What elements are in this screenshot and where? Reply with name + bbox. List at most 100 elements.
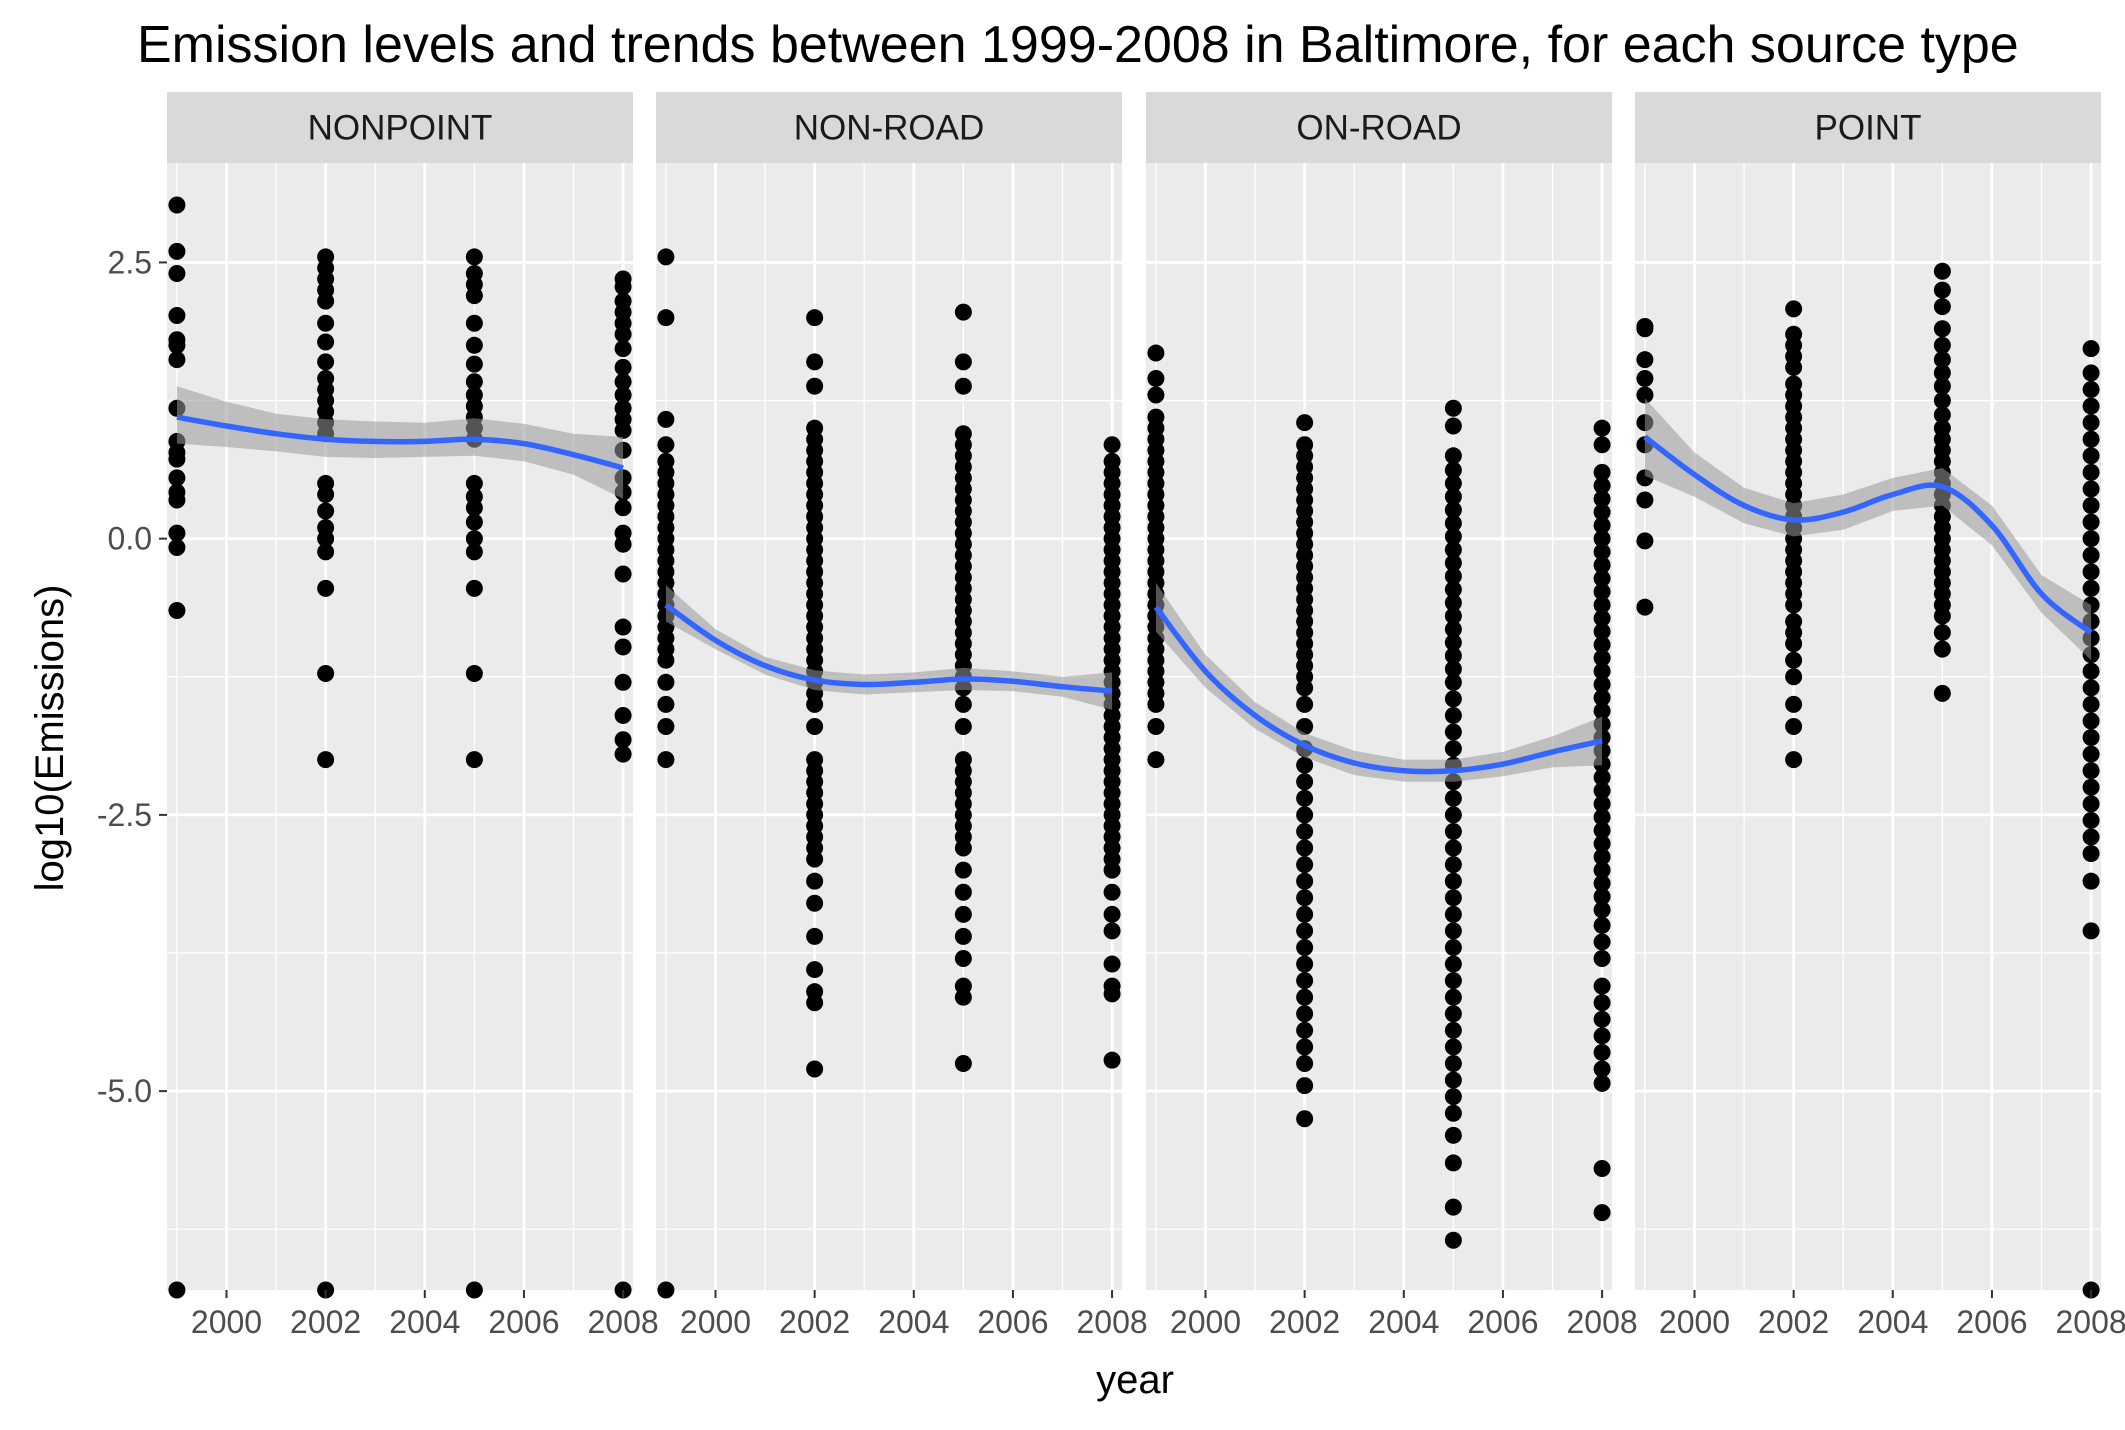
data-point — [317, 333, 335, 351]
data-point — [1444, 889, 1462, 907]
data-point — [657, 410, 675, 428]
data-point — [1444, 839, 1462, 857]
facet-strip — [167, 92, 633, 163]
data-point — [1444, 723, 1462, 741]
data-point — [317, 530, 335, 548]
data-point — [2082, 828, 2100, 846]
data-point — [806, 718, 824, 735]
x-tick-label: 2006 — [977, 1304, 1048, 1340]
data-point — [1593, 596, 1611, 614]
x-tick-label: 2004 — [878, 1304, 949, 1340]
data-point — [317, 292, 335, 310]
data-point — [1444, 554, 1462, 572]
data-point — [1296, 972, 1314, 990]
data-point — [1444, 514, 1462, 532]
data-point — [1593, 1159, 1611, 1177]
x-tick-label: 2006 — [1956, 1304, 2027, 1340]
data-point — [1785, 751, 1803, 769]
data-point — [1593, 419, 1611, 437]
panel-background — [1146, 163, 1612, 1290]
data-point — [168, 469, 186, 487]
data-point — [2082, 745, 2100, 763]
data-point — [1147, 344, 1165, 362]
data-point — [614, 358, 632, 376]
data-point — [1444, 955, 1462, 973]
panel-background — [656, 163, 1122, 1290]
data-point — [1296, 1054, 1314, 1072]
data-point — [2082, 712, 2100, 730]
x-tick-label: 2002 — [779, 1304, 850, 1340]
panel-background — [167, 163, 633, 1290]
data-point — [2082, 922, 2100, 940]
data-point — [1296, 822, 1314, 840]
data-point — [1933, 406, 1951, 424]
data-point — [806, 1060, 824, 1078]
data-point — [1593, 516, 1611, 534]
data-point — [1444, 1104, 1462, 1122]
data-point — [614, 565, 632, 583]
data-point — [1444, 740, 1462, 758]
data-point — [614, 421, 632, 439]
data-point — [1636, 491, 1654, 509]
data-point — [1593, 436, 1611, 454]
data-point — [614, 706, 632, 724]
data-point — [1593, 463, 1611, 481]
data-point — [806, 695, 824, 713]
data-point — [1933, 351, 1951, 369]
smooth-trend-line — [176, 414, 624, 471]
data-point — [954, 353, 972, 371]
data-point — [465, 513, 483, 531]
data-point — [614, 618, 632, 636]
data-point — [168, 264, 186, 282]
data-point — [1444, 580, 1462, 598]
data-point — [1444, 972, 1462, 990]
x-tick-label: 2006 — [1467, 1304, 1538, 1340]
data-point — [1444, 1071, 1462, 1089]
data-point — [1444, 922, 1462, 940]
panel-non-road: NON-ROAD 2000 2002 2004 2006 2008 — [656, 92, 1148, 1340]
data-point — [1593, 950, 1611, 968]
data-point — [317, 664, 335, 682]
data-point — [954, 718, 972, 735]
data-point — [954, 927, 972, 945]
data-point — [2082, 795, 2100, 813]
smooth-trend-line — [1153, 605, 1603, 775]
data-point — [1785, 635, 1803, 653]
data-point — [954, 377, 972, 395]
data-point — [2082, 463, 2100, 481]
x-tick-label: 2002 — [1269, 1304, 1340, 1340]
data-point — [1785, 596, 1803, 614]
data-point — [1296, 1077, 1314, 1095]
data-point — [1444, 1088, 1462, 1106]
data-point — [1785, 718, 1803, 735]
data-point — [1444, 673, 1462, 691]
data-point — [1444, 399, 1462, 417]
data-point — [614, 745, 632, 763]
data-point — [1933, 364, 1951, 382]
data-point — [1593, 662, 1611, 680]
data-points — [168, 196, 632, 1299]
data-point — [1296, 955, 1314, 973]
data-point — [1296, 773, 1314, 791]
chart-title: Emission levels and trends between 1999-… — [137, 16, 2019, 74]
data-point — [168, 351, 186, 369]
data-point — [1296, 695, 1314, 713]
data-point — [1593, 782, 1611, 800]
data-point — [1296, 1110, 1314, 1128]
data-point — [1933, 281, 1951, 299]
data-point — [2082, 497, 2100, 515]
data-point — [1444, 488, 1462, 506]
data-point — [1296, 856, 1314, 874]
data-point — [614, 499, 632, 517]
data-point — [317, 751, 335, 769]
data-point — [1593, 702, 1611, 720]
x-tick-label: 2004 — [1368, 1304, 1439, 1340]
data-point — [1593, 649, 1611, 667]
data-point — [1593, 477, 1611, 495]
data-point — [1444, 594, 1462, 612]
data-point — [657, 751, 675, 769]
data-point — [1296, 938, 1314, 956]
data-point — [168, 491, 186, 509]
data-point — [1593, 530, 1611, 548]
